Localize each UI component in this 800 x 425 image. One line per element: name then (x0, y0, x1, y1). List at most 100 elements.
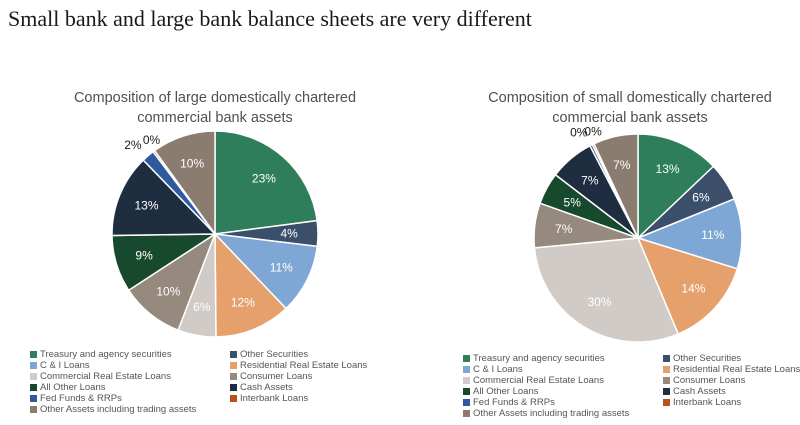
legend-label: Fed Funds & RRPs (40, 393, 122, 404)
data-label-fed-funds-rrps: 0% (570, 126, 588, 140)
legend-swatch (463, 366, 470, 373)
pie-slice-cash-assets (111, 159, 217, 237)
legend-label: Interbank Loans (240, 393, 309, 404)
legend-item-fed-funds-rrps: Fed Funds & RRPs (30, 393, 230, 404)
data-label-cash-assets: 13% (134, 199, 158, 213)
legend-label: Other Securities (240, 349, 309, 360)
legend-item-commercial-real-estate-loans: Commercial Real Estate Loans (30, 371, 230, 382)
legend-label: Other Securities (673, 353, 742, 364)
legend-label: Consumer Loans (673, 375, 746, 386)
legend-swatch (30, 362, 37, 369)
data-label-commercial-real-estate-loans: 30% (588, 295, 612, 309)
pie-slice-other-assets-including-trading-assets (153, 130, 216, 237)
chart-title-line: commercial bank assets (552, 110, 708, 126)
legend-item-c-i-loans: C & I Loans (30, 360, 230, 371)
legend-item-commercial-real-estate-loans: Commercial Real Estate Loans (463, 375, 663, 386)
legend-swatch (30, 351, 37, 358)
pie-slice-residential-real-estate-loans (636, 236, 739, 335)
legend-item-all-other-loans: All Other Loans (30, 382, 230, 393)
chart-title-small-banks: Composition of small domestically charte… (460, 88, 800, 128)
legend-swatch (463, 410, 470, 417)
legend-label: All Other Loans (40, 382, 106, 393)
legend-label: Other Assets including trading assets (40, 404, 197, 415)
legend-swatch (30, 395, 37, 402)
legend-item-other-assets-including-trading-assets: Other Assets including trading assets (463, 408, 663, 419)
legend-label: Residential Real Estate Loans (240, 360, 368, 371)
legend-item-treasury-and-agency-securities: Treasury and agency securities (463, 353, 663, 364)
data-label-all-other-loans: 5% (564, 195, 582, 209)
legend-item-c-i-loans: C & I Loans (463, 364, 663, 375)
legend-swatch (30, 384, 37, 391)
legend-swatch (663, 366, 670, 373)
data-label-other-securities: 4% (280, 227, 298, 241)
legend-label: Residential Real Estate Loans (673, 364, 800, 375)
data-label-interbank-loans: 0% (143, 133, 161, 147)
legend-item-all-other-loans: All Other Loans (463, 386, 663, 397)
legend-item-interbank-loans: Interbank Loans (663, 397, 800, 408)
data-label-treasury-and-agency-securities: 23% (252, 171, 276, 185)
chart-title-large-banks: Composition of large domestically charte… (40, 88, 390, 128)
pie-slice-c-i-loans (213, 233, 319, 310)
pie-slice-c-i-loans (635, 197, 743, 270)
legend-item-interbank-loans: Interbank Loans (230, 393, 390, 404)
data-label-cash-assets: 7% (581, 174, 599, 188)
legend-item-fed-funds-rrps: Fed Funds & RRPs (463, 397, 663, 408)
chart-title-line: Composition of small domestically charte… (488, 90, 772, 106)
legend-swatch (230, 373, 237, 380)
legend-item-consumer-loans: Consumer Loans (663, 375, 800, 386)
legend-label: C & I Loans (40, 360, 90, 371)
pie-slice-treasury-and-agency-securities (637, 133, 715, 240)
legend-item-consumer-loans: Consumer Loans (230, 371, 390, 382)
legend-label: C & I Loans (473, 364, 523, 375)
data-label-c-i-loans: 11% (270, 260, 293, 274)
data-label-residential-real-estate-loans: 12% (231, 296, 255, 310)
legend-label: Consumer Loans (240, 371, 313, 382)
legend-swatch (463, 399, 470, 406)
legend-swatch (230, 395, 237, 402)
legend-item-other-assets-including-trading-assets: Other Assets including trading assets (30, 404, 230, 415)
legend-label: Cash Assets (673, 386, 726, 397)
pie-slice-other-assets-including-trading-assets (593, 133, 639, 239)
legend-item-cash-assets: Cash Assets (663, 386, 800, 397)
pie-slice-treasury-and-agency-securities (214, 130, 318, 235)
legend-large-banks: Treasury and agency securities Other Secu… (30, 349, 390, 415)
legend-item-residential-real-estate-loans: Residential Real Estate Loans (663, 364, 800, 375)
legend-swatch (230, 362, 237, 369)
legend-item-other-securities: Other Securities (663, 353, 800, 364)
legend-swatch (30, 373, 37, 380)
data-label-fed-funds-rrps: 2% (124, 138, 142, 152)
legend-swatch (463, 377, 470, 384)
data-label-other-assets-including-trading-assets: 7% (613, 158, 631, 172)
data-label-consumer-loans: 7% (555, 222, 573, 236)
pie-slice-residential-real-estate-loans (214, 232, 288, 338)
data-label-commercial-real-estate-loans: 6% (193, 300, 211, 314)
data-label-treasury-and-agency-securities: 13% (656, 162, 680, 176)
page-headline: Small bank and large bank balance sheets… (8, 6, 532, 31)
legend-swatch (230, 351, 237, 358)
legend-item-residential-real-estate-loans: Residential Real Estate Loans (230, 360, 390, 371)
data-label-interbank-loans: 0% (584, 125, 602, 139)
data-label-consumer-loans: 10% (156, 285, 180, 299)
data-label-residential-real-estate-loans: 14% (681, 281, 705, 295)
legend-item-treasury-and-agency-securities: Treasury and agency securities (30, 349, 230, 360)
legend-swatch (230, 384, 237, 391)
data-label-other-assets-including-trading-assets: 10% (180, 156, 204, 170)
legend-swatch (663, 377, 670, 384)
legend-swatch (30, 406, 37, 413)
legend-small-banks: Treasury and agency securities Other Secu… (463, 353, 800, 419)
legend-item-cash-assets: Cash Assets (230, 382, 390, 393)
legend-label: Commercial Real Estate Loans (473, 375, 604, 386)
legend-label: All Other Loans (473, 386, 539, 397)
data-label-c-i-loans: 11% (701, 228, 724, 242)
chart-title-line: commercial bank assets (137, 110, 293, 126)
legend-swatch (663, 388, 670, 395)
legend-swatch (463, 388, 470, 395)
legend-label: Treasury and agency securities (473, 353, 605, 364)
legend-label: Fed Funds & RRPs (473, 397, 555, 408)
legend-swatch (663, 399, 670, 406)
legend-label: Treasury and agency securities (40, 349, 172, 360)
chart-title-line: Composition of large domestically charte… (73, 90, 357, 106)
legend-item-other-securities: Other Securities (230, 349, 390, 360)
legend-label: Commercial Real Estate Loans (40, 371, 171, 382)
